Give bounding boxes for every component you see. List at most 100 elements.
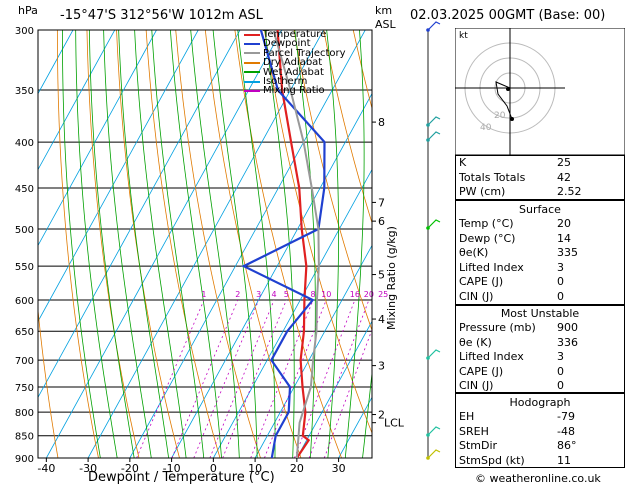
hodo-row: StmDir 86° <box>455 439 625 454</box>
wet-adiabat <box>118 30 170 458</box>
hodo-label: StmSpd (kt) <box>459 453 525 467</box>
wet-adiabat <box>88 30 135 458</box>
surface-label: Lifted Index <box>459 260 524 274</box>
wet-adiabat <box>103 30 152 458</box>
unstable-label: CIN (J) <box>459 379 494 393</box>
hodo-row: SREH -48 <box>455 425 625 440</box>
datetime-title: 02.03.2025 00GMT (Base: 00) <box>410 8 606 23</box>
km-tick-label: 5 <box>378 269 385 282</box>
mixing-ratio-line <box>308 299 370 458</box>
mixing-ratio-label: 3 <box>256 290 261 299</box>
dry-adiabat <box>56 30 99 458</box>
stats-basic: K 25 Totals Totals 42 PW (cm) 2.52 <box>455 156 625 200</box>
y-tick-label: 650 <box>15 327 34 338</box>
mixing-ratio-line <box>323 328 372 458</box>
surface-label: CAPE (J) <box>459 275 504 289</box>
dry-adiabat <box>204 30 302 458</box>
wind-barb <box>427 219 441 229</box>
hodo-value: -79 <box>557 410 575 423</box>
series-parcel-trajectory <box>272 30 320 458</box>
wind-barb <box>427 449 441 459</box>
legend-item: Temperature <box>244 29 346 40</box>
stats-basic-box <box>455 155 625 200</box>
series-dewpoint <box>241 30 326 458</box>
unstable-row: θe (K) 336 <box>455 336 625 351</box>
dry-adiabat <box>293 30 372 332</box>
x-tick-label: -30 <box>79 462 97 475</box>
mixing-ratio-label: 1 <box>201 290 206 299</box>
stats-hodo: Hodograph EH -79 SREH -48 StmDir 86° StmSpd (k… <box>455 395 625 468</box>
location-title: -15°47'S 312°56'W 1012m ASL <box>60 8 263 23</box>
legend-item: Parcel Trajectory <box>244 48 346 59</box>
legend-swatch <box>244 52 260 55</box>
stats-surface: Surface Temp (°C) 20 Dewp (°C) 14 θe(K) 335 Li… <box>455 202 625 305</box>
y-tick-label: 400 <box>15 138 34 149</box>
mixing-ratio-line <box>294 299 356 458</box>
hodo-title: Hodograph <box>509 396 571 409</box>
surface-value: 335 <box>557 246 578 260</box>
hodo-value: 11 <box>557 453 571 467</box>
mixing-ratio-label: 20 <box>364 290 374 299</box>
dry-adiabat <box>323 30 372 225</box>
unstable-label: Pressure (mb) <box>459 321 536 334</box>
x-tick-label: -40 <box>37 462 55 475</box>
km-tick-label: LCL <box>384 417 405 430</box>
legend-swatch <box>244 33 260 36</box>
hodo-value: -48 <box>557 424 575 438</box>
wet-adiabat <box>190 30 240 458</box>
basic-row: PW (cm) 2.52 <box>455 185 625 200</box>
legend-label: Dewpoint <box>263 38 311 50</box>
legend-item: Wet Adiabat <box>244 66 346 78</box>
mixing-ratio-line <box>264 299 327 458</box>
basic-value: 42 <box>557 170 571 184</box>
unstable-value: 3 <box>557 350 564 364</box>
wet-adiabat <box>75 30 118 458</box>
wet-adiabat <box>362 369 372 458</box>
y-tick-label: 350 <box>15 86 34 97</box>
basic-value: 2.52 <box>557 185 582 199</box>
wet-adiabat <box>264 30 295 458</box>
isotherm <box>38 30 116 171</box>
hodo-row: StmSpd (kt) 11 <box>455 454 625 469</box>
stats-surface-box <box>455 200 625 305</box>
wet-adiabat <box>62 30 101 458</box>
legend-swatch <box>244 80 260 83</box>
mixing-ratio-line <box>171 299 239 458</box>
dry-adiabat <box>116 30 180 458</box>
isotherm <box>38 30 199 323</box>
unstable-label: CAPE (J) <box>459 364 504 378</box>
stats-unstable: Most Unstable Pressure (mb) 900 θe (K) 336 L… <box>455 306 625 394</box>
hodo-value: 86° <box>557 439 577 453</box>
x-axis-label: Dewpoint / Temperature (°C) <box>88 470 275 485</box>
dry-adiabat <box>175 30 261 458</box>
surface-label: CIN (J) <box>459 289 494 303</box>
basic-row: Totals Totals 42 <box>455 171 625 186</box>
surface-title: Surface <box>519 203 561 216</box>
km-tick-label: 2 <box>378 409 385 422</box>
legend-label: Temperature <box>263 29 327 40</box>
legend-label: Dry Adiabat <box>263 57 323 69</box>
surface-value: 0 <box>557 289 564 303</box>
credit: © weatheronline.co.uk <box>475 472 601 485</box>
surface-label: Dewp (°C) <box>459 231 516 245</box>
units-hpa: hPa <box>18 4 38 17</box>
unstable-title: Most Unstable <box>500 307 580 320</box>
unstable-value: 900 <box>557 321 578 334</box>
mixing-ratio-label: 5 <box>284 290 289 299</box>
x-tick-label: 20 <box>290 462 304 475</box>
dry-adiabat <box>264 30 372 435</box>
wind-barb <box>427 21 441 31</box>
hodo-ring-label: 40 <box>480 123 492 133</box>
legend-item: Mixing Ratio <box>244 86 346 96</box>
stats-unstable-box <box>455 305 625 393</box>
x-tick-label: -20 <box>121 462 139 475</box>
legend: Temperature Dewpoint Parcel Trajectory Dry … <box>244 29 346 96</box>
wind-barb <box>427 116 441 126</box>
y-tick-label: 300 <box>15 26 34 37</box>
legend-label: Wet Adiabat <box>263 66 324 78</box>
isotherm <box>38 30 157 247</box>
legend-swatch <box>244 71 260 74</box>
surface-row: Dewp (°C) 14 <box>455 232 625 247</box>
